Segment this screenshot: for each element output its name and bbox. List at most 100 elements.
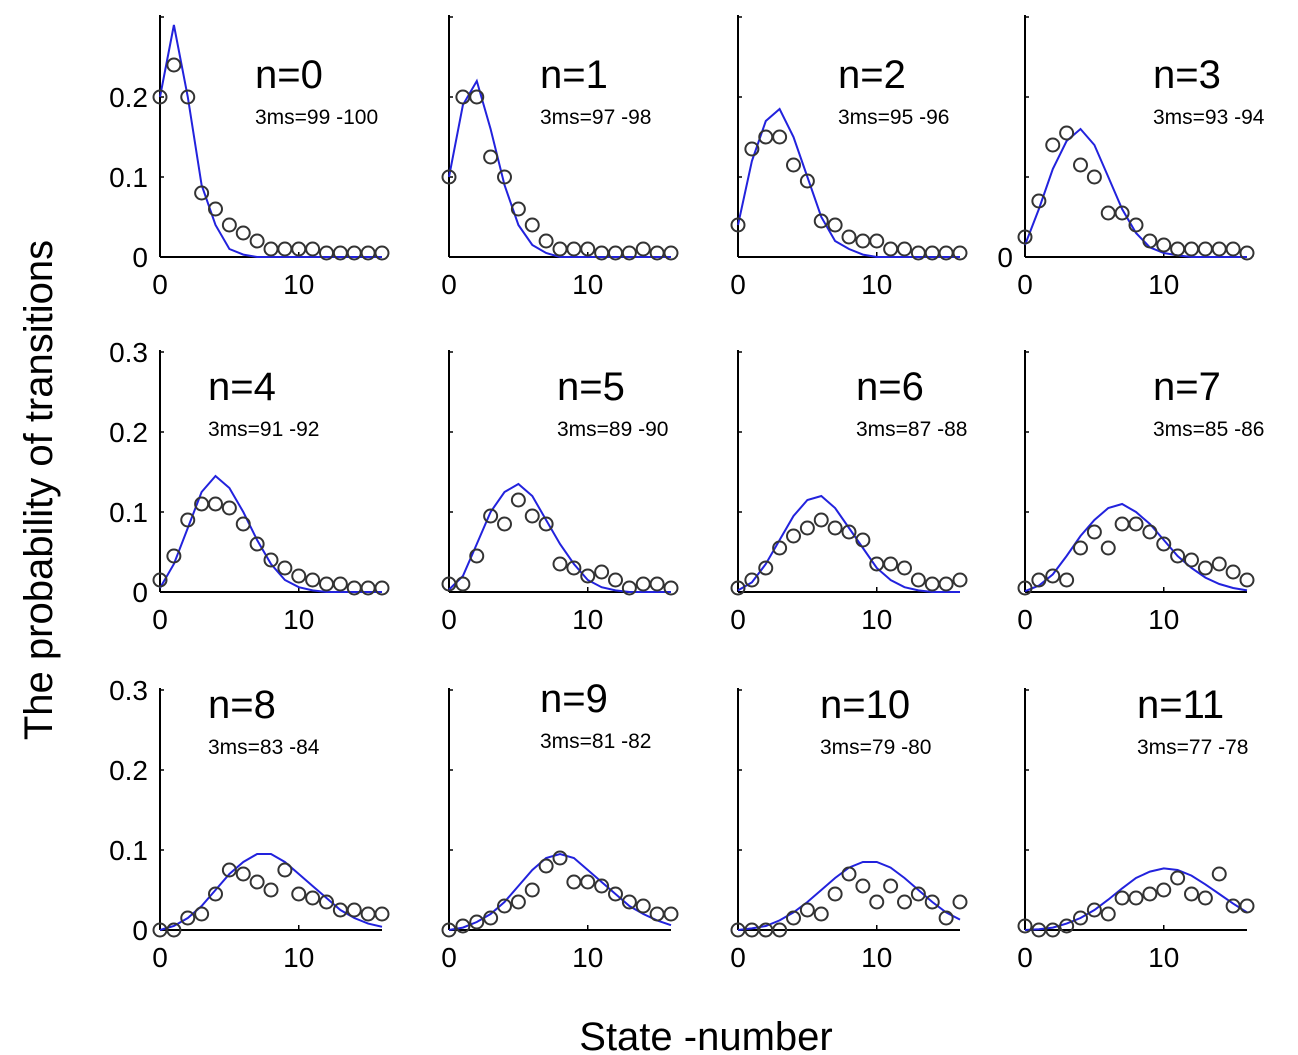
panel-n=4: 0 10 0 0.1 0.2 0.3 n=4 3ms=91 -92: [109, 337, 390, 635]
x-tick-label: 0: [730, 604, 746, 635]
data-point: [538, 516, 554, 532]
data-point: [897, 894, 912, 910]
data-point: [1059, 125, 1075, 141]
data-point: [938, 910, 954, 926]
data-point: [319, 894, 334, 910]
data-point: [744, 572, 760, 588]
data-point: [1142, 524, 1158, 540]
data-point: [221, 500, 237, 516]
data-point: [772, 129, 788, 145]
data-point: [1100, 906, 1116, 922]
x-tick-label: 0: [1017, 604, 1033, 635]
data-point: [1239, 245, 1255, 261]
panel-subtitle: 3ms=95 -96: [838, 106, 949, 129]
panel-title: n=6: [856, 365, 924, 409]
data-point: [1142, 886, 1158, 902]
data-point: [1225, 241, 1241, 257]
data-point: [1017, 580, 1033, 596]
data-point: [799, 902, 815, 918]
data-point: [1045, 137, 1061, 153]
data-point: [910, 572, 926, 588]
data-point: [1114, 516, 1130, 532]
data-point: [772, 540, 788, 556]
data-point: [277, 560, 293, 576]
data-point: [1073, 910, 1088, 926]
panels-group: 0 10 0 0.1 0.2 n=0 3ms=99 -100 0 10 n=1 3ms=97 -98…: [109, 15, 1265, 973]
data-point: [249, 874, 265, 890]
data-point: [1086, 169, 1102, 185]
data-point: [1045, 922, 1061, 938]
data-point: [608, 572, 623, 588]
data-point: [580, 568, 596, 584]
panel-n=2: 0 10 n=2 3ms=95 -96: [730, 15, 968, 300]
x-tick-label: 0: [152, 269, 168, 300]
data-point: [883, 556, 899, 572]
data-point: [663, 245, 679, 261]
data-point: [166, 57, 182, 73]
data-point: [552, 556, 568, 572]
data-point: [663, 906, 679, 922]
data-point: [374, 245, 390, 261]
data-point: [952, 245, 968, 261]
data-point: [194, 906, 210, 922]
data-point: [152, 89, 168, 105]
data-point: [455, 576, 471, 592]
data-point: [1197, 890, 1213, 906]
data-point: [1239, 898, 1255, 914]
panel-title: n=1: [540, 53, 608, 97]
data-point: [730, 217, 746, 233]
data-point: [635, 576, 651, 592]
y-tick-label: 0: [997, 242, 1013, 273]
panel-subtitle: 3ms=77 -78: [1137, 736, 1248, 759]
data-point: [497, 516, 512, 532]
data-point: [635, 241, 651, 257]
data-point: [305, 572, 321, 588]
fit-line: [1024, 867, 1248, 931]
data-point: [952, 894, 968, 910]
x-tick-label: 10: [861, 604, 892, 635]
panel-subtitle: 3ms=79 -80: [820, 736, 931, 759]
data-point: [897, 241, 912, 257]
data-point: [524, 882, 540, 898]
data-point: [497, 169, 512, 185]
fit-line: [1024, 502, 1248, 593]
x-tick-label: 10: [283, 269, 314, 300]
data-point: [277, 862, 293, 878]
data-point: [374, 580, 390, 596]
x-tick-label: 10: [861, 942, 892, 973]
data-point: [1045, 568, 1061, 584]
data-point: [1156, 536, 1172, 552]
data-point: [621, 245, 637, 261]
data-point: [1170, 870, 1186, 886]
data-point: [594, 564, 610, 580]
panel-subtitle: 3ms=99 -100: [255, 106, 378, 129]
data-point: [180, 910, 196, 926]
data-point: [827, 217, 843, 233]
data-point: [305, 241, 321, 257]
data-point: [1211, 866, 1227, 882]
data-point: [1059, 572, 1075, 588]
data-point: [952, 572, 968, 588]
data-point: [538, 858, 554, 874]
data-point: [263, 241, 279, 257]
panel-subtitle: 3ms=97 -98: [540, 106, 651, 129]
data-point: [166, 548, 182, 564]
data-point: [1114, 890, 1130, 906]
data-point: [1128, 890, 1144, 906]
panel-subtitle: 3ms=81 -82: [540, 730, 651, 753]
x-tick-label: 0: [441, 269, 457, 300]
data-point: [1017, 918, 1033, 934]
data-point: [1128, 516, 1144, 532]
fit-line: [448, 482, 671, 593]
data-point: [152, 572, 168, 588]
data-point: [1170, 241, 1186, 257]
panel-n=3: 0 10 0 n=3 3ms=93 -94: [997, 15, 1265, 300]
x-tick-label: 0: [730, 942, 746, 973]
y-tick-label: 0.2: [109, 417, 148, 448]
data-point: [1073, 540, 1088, 556]
x-tick-label: 0: [441, 604, 457, 635]
panel-title: n=9: [540, 677, 608, 721]
data-point: [524, 508, 540, 524]
data-point: [744, 141, 760, 157]
data-point: [538, 233, 554, 249]
